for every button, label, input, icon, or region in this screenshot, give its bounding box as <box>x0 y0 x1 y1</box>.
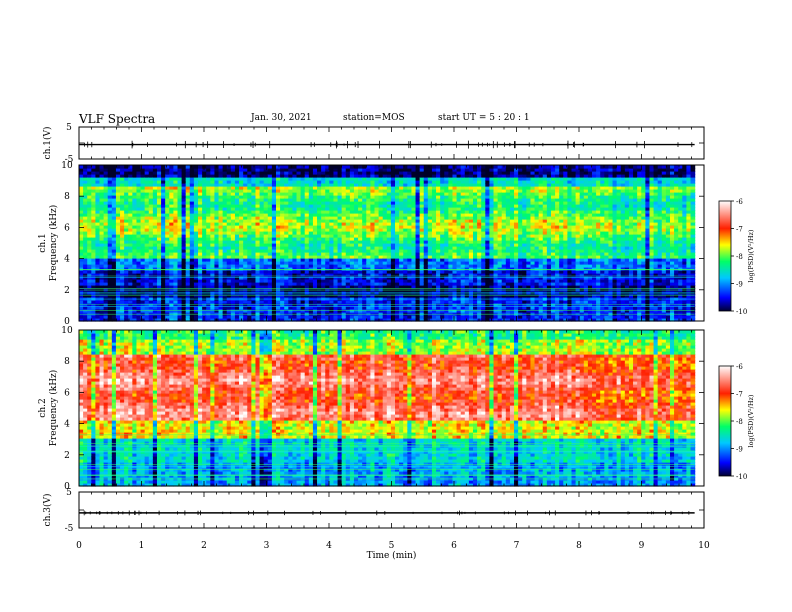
ch1-waveform-ylabel: ch.1(V) <box>42 127 53 160</box>
xtick-3: 3 <box>264 541 270 551</box>
ch2-spectrogram-ytick-10: 10 <box>61 326 73 336</box>
xtick-0: 0 <box>76 541 82 551</box>
ch2-spectrogram-ytick-2: 2 <box>64 451 70 461</box>
ch2-spectrogram-colorbar-tick--10: -10 <box>736 473 747 481</box>
ch2-spectrogram-ytick-8: 8 <box>64 357 70 367</box>
station-label: station=MOS <box>343 113 405 123</box>
ch1-spectrogram-colorbar-tick--7: -7 <box>736 226 743 234</box>
ch1-spectrogram-ytick-10: 10 <box>61 161 73 171</box>
ch2-spectrogram-colorbar-tick--7: -7 <box>736 391 743 399</box>
ch1-spectrogram-colorbar-label: log(PSD)(V²/Hz) <box>747 229 755 282</box>
ch1-spectrogram-ytick-8: 8 <box>64 192 70 202</box>
xtick-5: 5 <box>389 541 395 551</box>
ch1-waveform-ytick-bottom: -5 <box>65 155 74 165</box>
date-label: Jan. 30, 2021 <box>251 113 312 123</box>
xaxis-label: Time (min) <box>367 550 417 561</box>
ch2-spectrogram-ytick-0: 0 <box>64 482 70 492</box>
ch3-waveform-ytick-bottom: -5 <box>65 524 74 534</box>
ch3-waveform-ylabel: ch.3(V) <box>42 494 53 527</box>
ch2-spectrogram-image <box>79 330 696 487</box>
ch2-spectrogram-colorbar-tick--9: -9 <box>736 446 743 454</box>
ch1-spectrogram-ylabel-frequency: Frequency (kHz) <box>48 205 59 282</box>
ch1-spectrogram-ytick-2: 2 <box>64 286 70 296</box>
ch2-spectrogram-colorbar-tick--8: -8 <box>736 418 743 426</box>
ch1-spectrogram-ytick-4: 4 <box>64 255 70 265</box>
ch1-spectrogram-colorbar-tick--8: -8 <box>736 253 743 261</box>
ch2-spectrogram-colorbar-tick--6: -6 <box>736 363 743 371</box>
ch1-spectrogram-ylabel-channel: ch.1 <box>38 233 48 252</box>
ch2-spectrogram-ytick-4: 4 <box>64 420 70 430</box>
xtick-6: 6 <box>451 541 457 551</box>
xtick-4: 4 <box>326 541 332 551</box>
ch1-spectrogram-colorbar <box>718 200 732 312</box>
ch1-spectrogram-colorbar-tick--10: -10 <box>736 308 747 316</box>
xtick-1: 1 <box>139 541 145 551</box>
ch1-waveform-ytick-top: 5 <box>66 123 72 133</box>
ch1-spectrogram-ytick-6: 6 <box>64 223 70 233</box>
ch3-waveform-ytick-top: 5 <box>66 488 72 498</box>
chart-title: VLF Spectra <box>79 112 156 126</box>
ch2-spectrogram-ytick-6: 6 <box>64 388 70 398</box>
ch1-spectrogram-ytick-0: 0 <box>64 317 70 327</box>
xtick-8: 8 <box>576 541 582 551</box>
xtick-10: 10 <box>698 541 710 551</box>
ch1-spectrogram-colorbar-tick--6: -6 <box>736 198 743 206</box>
ch2-spectrogram-colorbar-label: log(PSD)(V²/Hz) <box>747 394 755 447</box>
ch3-waveform-frame <box>78 491 705 529</box>
ch2-spectrogram-ylabel-channel: ch.2 <box>38 398 48 417</box>
start-time-label: start UT = 5 : 20 : 1 <box>438 113 530 123</box>
ch1-spectrogram-image <box>79 165 696 322</box>
ch1-spectrogram-colorbar-tick--9: -9 <box>736 281 743 289</box>
xtick-2: 2 <box>201 541 207 551</box>
xtick-7: 7 <box>514 541 520 551</box>
ch2-spectrogram-colorbar <box>718 365 732 477</box>
ch2-spectrogram-ylabel-frequency: Frequency (kHz) <box>48 370 59 447</box>
xtick-9: 9 <box>639 541 645 551</box>
